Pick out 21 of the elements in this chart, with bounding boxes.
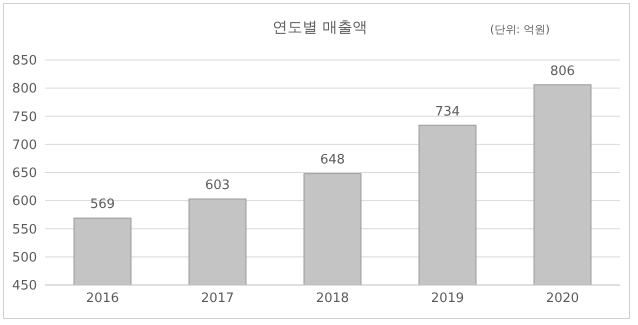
data-label: 806 [550, 64, 575, 79]
y-tick-label: 800 [12, 82, 37, 97]
data-label: 648 [320, 152, 345, 168]
x-tick-label: 2018 [316, 291, 350, 306]
x-tick-label: 2017 [200, 291, 234, 306]
x-tick-label: 2020 [546, 291, 580, 306]
data-label: 569 [90, 197, 115, 212]
text: (단위: 억원) [490, 22, 550, 37]
y-tick-label: 850 [12, 54, 37, 69]
x-tick-label: 2019 [430, 291, 464, 306]
y-tick-label: 750 [12, 110, 37, 125]
y-tick-label: 550 [12, 222, 37, 238]
y-tick-label: 700 [12, 138, 37, 153]
chart-title: 연도별 매출액 [272, 18, 368, 37]
y-tick-label: 650 [12, 166, 37, 182]
x-tick-label: 2016 [86, 291, 120, 306]
y-tick-label: 450 [12, 278, 37, 294]
data-label: 603 [205, 178, 230, 193]
y-tick-label: 500 [12, 250, 37, 266]
data-label: 734 [435, 104, 460, 120]
y-tick-label: 600 [12, 194, 37, 210]
